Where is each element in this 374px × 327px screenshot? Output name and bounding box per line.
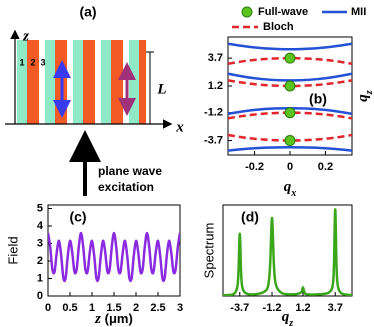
axis-label: Field <box>5 236 20 264</box>
y-tick-label: 2 <box>37 255 43 267</box>
structure-diagram <box>17 40 146 124</box>
x-tick-label: 3.7 <box>328 302 343 314</box>
axis-label-part: z <box>288 318 293 327</box>
legend-label: Full-wave <box>258 6 308 18</box>
y-tick-label: 4 <box>37 220 44 232</box>
panel-label: (c) <box>69 209 86 225</box>
axis-label: z <box>22 28 29 44</box>
x-tick-label: 0.5 <box>62 302 77 314</box>
axis-label: qz <box>282 309 294 327</box>
layer <box>83 40 95 124</box>
layer <box>129 40 139 124</box>
x-tick-label: 0 <box>287 161 293 173</box>
axis-label-part: x <box>290 188 296 199</box>
length-label: L <box>156 81 166 97</box>
layer <box>45 40 55 124</box>
x-tick-label: 3 <box>177 302 183 314</box>
axis-label-part: q <box>355 94 371 102</box>
data-line <box>228 133 352 142</box>
axis-label: qz <box>355 90 374 102</box>
y-tick-label: 3 <box>37 237 43 249</box>
data-point <box>284 135 296 147</box>
panel-label: (b) <box>309 91 327 107</box>
layer-label: 2 <box>30 57 35 67</box>
y-tick-label: -1.2 <box>204 107 223 119</box>
x-tick-label: -3.7 <box>230 302 249 314</box>
data-point <box>284 107 296 119</box>
axis-label: qx <box>284 179 297 198</box>
data-line <box>228 111 352 120</box>
layer <box>27 40 39 124</box>
length-bracket <box>146 51 154 125</box>
legend-marker <box>241 6 253 18</box>
x-tick-label: 1.5 <box>106 302 121 314</box>
x-tick-label: 2 <box>133 302 139 314</box>
excitation-label: plane wave <box>98 164 162 178</box>
axis-label: z (μm) <box>94 311 133 327</box>
data-line <box>223 208 352 296</box>
data-line <box>228 79 352 88</box>
layer <box>139 40 146 124</box>
data-line <box>228 56 352 65</box>
axis-label-part: (μm) <box>101 311 133 326</box>
legend-label: MII <box>351 6 366 18</box>
x-tick-label: 2.5 <box>150 302 165 314</box>
axis-label-part: z <box>364 90 374 95</box>
x-tick-label: 0.2 <box>318 161 333 173</box>
axis-label-part: z <box>94 311 101 327</box>
x-tick-label: 1.2 <box>295 302 310 314</box>
panel-label: (a) <box>79 4 96 20</box>
axis-label: Spectrum <box>201 223 216 279</box>
layer <box>111 40 123 124</box>
layer <box>17 40 27 124</box>
y-tick-label: 1 <box>37 272 43 284</box>
y-tick-label: -3.7 <box>204 134 223 146</box>
data-point <box>284 52 296 64</box>
axis-label-part: q <box>282 309 290 325</box>
x-tick-label: -1.2 <box>263 302 282 314</box>
layer-label: 1 <box>19 57 24 67</box>
x-tick-label: 1 <box>89 302 95 314</box>
layer <box>73 40 83 124</box>
data-point <box>284 80 296 92</box>
panel-label: (d) <box>241 209 259 225</box>
axis-label-part: q <box>284 179 292 195</box>
excitation-label: excitation <box>98 180 154 194</box>
data-line <box>228 72 352 82</box>
layer-label: 3 <box>40 57 45 67</box>
x-tick-label: -0.2 <box>245 161 264 173</box>
data-line <box>228 145 352 152</box>
legend-label: Bloch <box>263 21 294 33</box>
y-tick-label: 0 <box>37 290 43 302</box>
plot-frame <box>222 204 353 297</box>
x-tick-label: 0 <box>45 302 51 314</box>
y-tick-label: 1.2 <box>208 80 223 92</box>
data-line <box>228 42 352 51</box>
axis-label: x <box>175 119 184 135</box>
data-line <box>48 231 180 283</box>
y-tick-label: 3.7 <box>208 52 223 64</box>
layer <box>101 40 111 124</box>
y-tick-label: 5 <box>37 202 43 214</box>
